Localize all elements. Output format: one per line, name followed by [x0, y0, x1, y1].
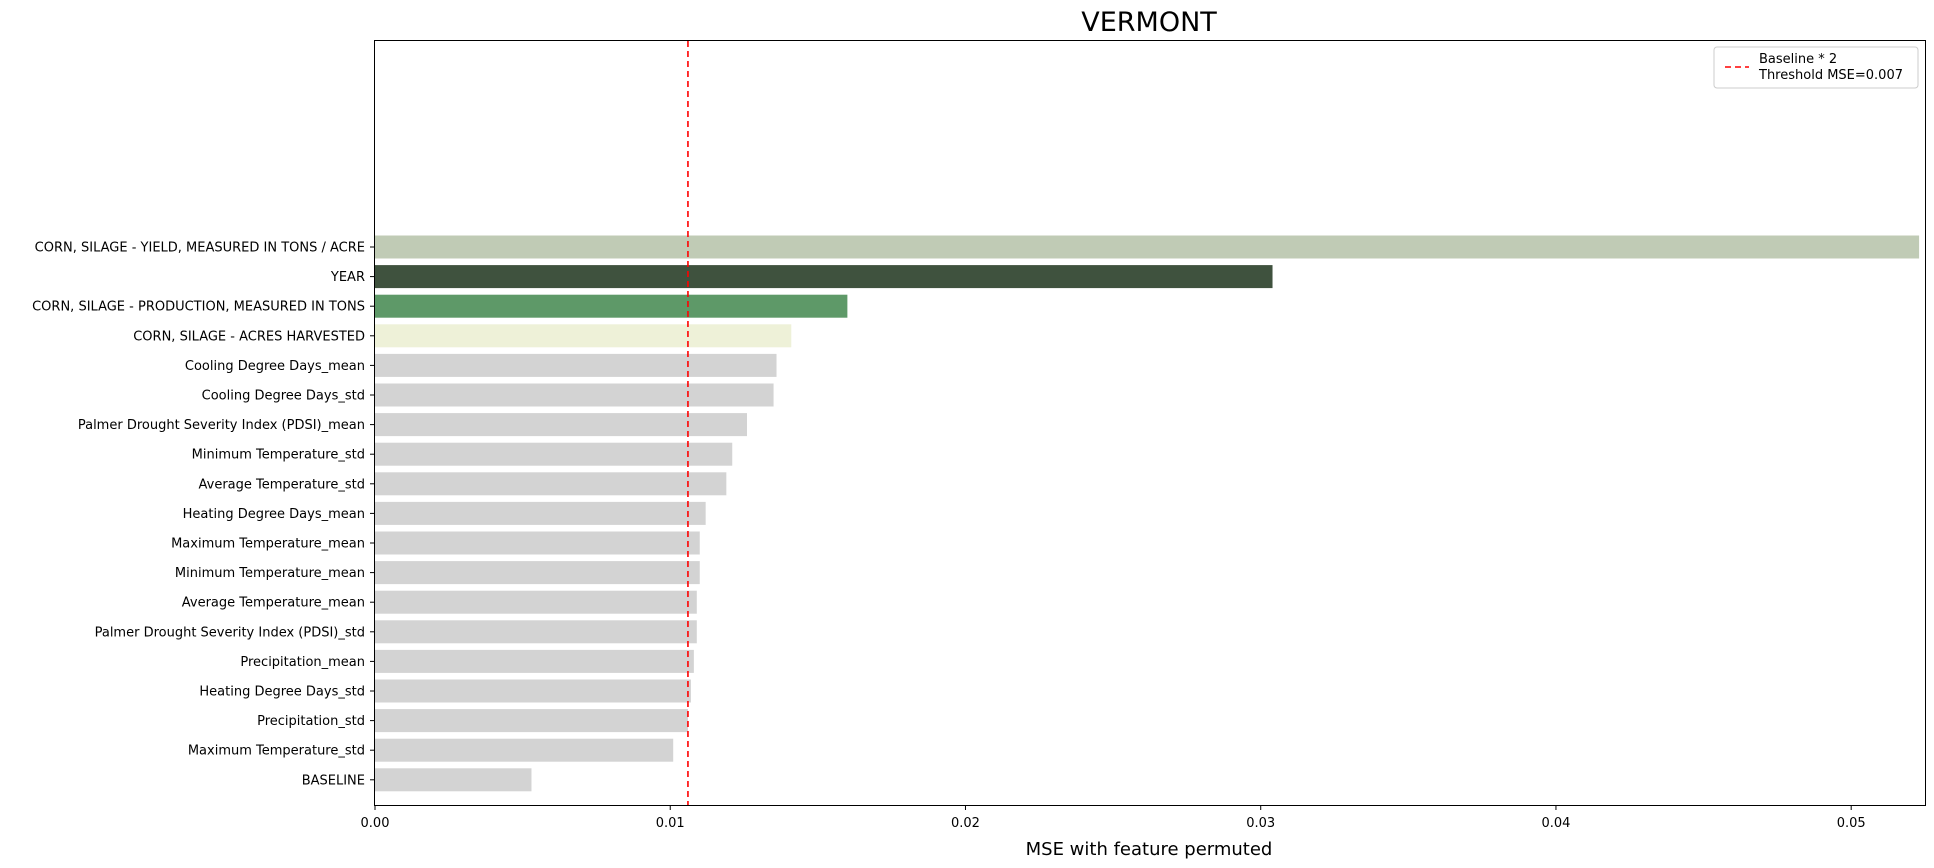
legend: Baseline * 2 Threshold MSE=0.007: [1713, 46, 1919, 89]
bar: [375, 235, 1920, 259]
bar: [375, 324, 792, 348]
x-tick-label: 0.04: [1541, 816, 1570, 831]
category-label: Cooling Degree Days_std: [202, 389, 365, 404]
x-axis-label: MSE with feature permuted: [1026, 839, 1273, 860]
bar: [375, 531, 700, 555]
bar: [375, 472, 727, 496]
legend-label-line2: Threshold MSE=0.007: [1758, 68, 1903, 83]
bar: [375, 679, 691, 703]
bar: [375, 561, 700, 585]
category-label: Precipitation_std: [257, 714, 365, 729]
category-label: BASELINE: [302, 773, 365, 788]
bar: [375, 442, 733, 466]
bar: [375, 620, 697, 644]
category-label: CORN, SILAGE - PRODUCTION, MEASURED IN T…: [32, 300, 365, 315]
bar: [375, 649, 694, 673]
bar: [375, 294, 848, 318]
category-label: YEAR: [330, 270, 365, 285]
bar: [375, 265, 1273, 289]
category-label: Palmer Drought Severity Index (PDSI)_mea…: [78, 418, 365, 433]
bar: [375, 709, 688, 733]
bar: [375, 383, 774, 407]
x-tick-label: 0.02: [951, 816, 980, 831]
category-label: Heating Degree Days_mean: [183, 507, 365, 522]
x-tick-label: 0.01: [656, 816, 685, 831]
legend-box: [1713, 46, 1919, 89]
x-tick-label: 0.05: [1837, 816, 1866, 831]
bar: [375, 768, 532, 792]
category-label: Maximum Temperature_mean: [171, 537, 365, 552]
category-label: CORN, SILAGE - YIELD, MEASURED IN TONS /…: [35, 241, 365, 256]
bar: [375, 353, 777, 377]
bar: [375, 738, 674, 762]
category-label: Palmer Drought Severity Index (PDSI)_std: [95, 625, 365, 640]
category-label: CORN, SILAGE - ACRES HARVESTED: [133, 329, 365, 344]
category-label: Heating Degree Days_std: [199, 685, 365, 700]
bar-group: [375, 235, 1920, 792]
x-tick-group: 0.00 0.01 0.02 0.03 0.04 0.05: [361, 805, 1866, 831]
category-label: Average Temperature_mean: [182, 596, 365, 611]
x-tick-label: 0.00: [361, 816, 390, 831]
bar: [375, 590, 697, 614]
plot-frame: [374, 40, 1926, 806]
category-label-group: CORN, SILAGE - YIELD, MEASURED IN TONS /…: [32, 241, 375, 788]
bar: [375, 413, 747, 437]
category-label: Minimum Temperature_std: [192, 448, 365, 463]
category-label: Cooling Degree Days_mean: [185, 359, 365, 374]
legend-label-line1: Baseline * 2: [1759, 52, 1837, 67]
bar: [375, 501, 706, 525]
x-tick-label: 0.03: [1246, 816, 1275, 831]
category-label: Minimum Temperature_mean: [175, 566, 365, 581]
chart-title: VERMONT: [1081, 7, 1217, 38]
category-label: Precipitation_mean: [240, 655, 365, 670]
category-label: Maximum Temperature_std: [188, 744, 365, 759]
category-label: Average Temperature_std: [199, 477, 366, 492]
